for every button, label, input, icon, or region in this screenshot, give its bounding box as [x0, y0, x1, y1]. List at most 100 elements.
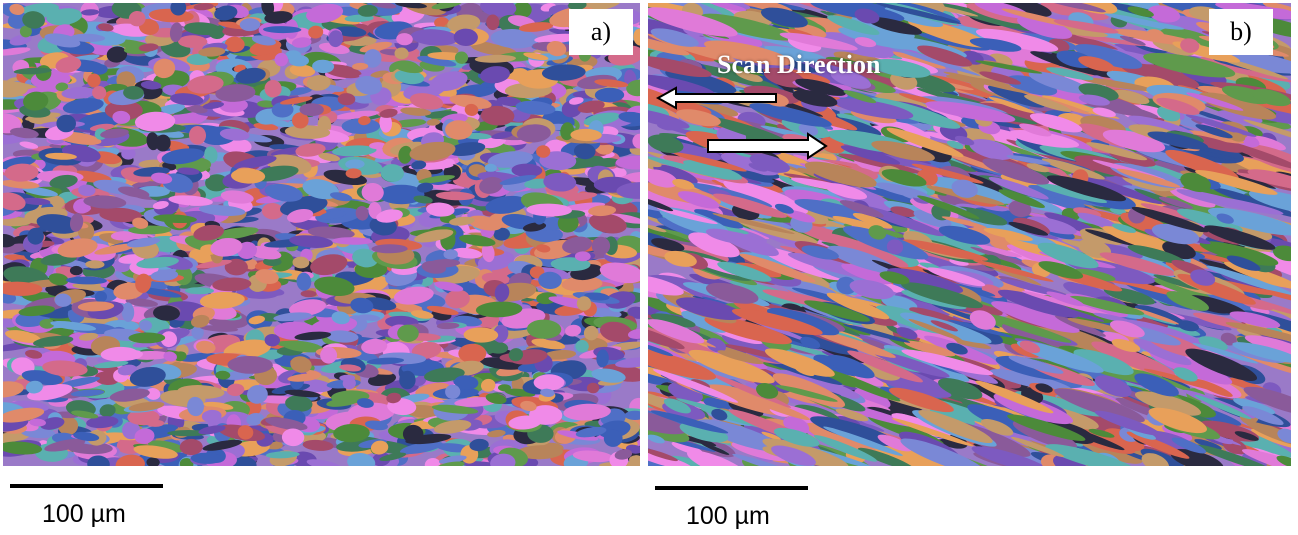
grain	[648, 448, 678, 462]
grain	[44, 438, 86, 452]
grain	[648, 434, 665, 444]
grain	[179, 438, 203, 456]
grain	[310, 254, 348, 276]
grain	[393, 61, 424, 74]
grain	[939, 3, 1032, 31]
grain	[73, 431, 100, 442]
grain	[261, 3, 275, 17]
grain	[136, 256, 179, 269]
grain	[480, 378, 496, 392]
grain	[448, 142, 486, 157]
grain	[205, 174, 229, 192]
grain	[1194, 252, 1234, 263]
grain	[969, 38, 1022, 52]
grain	[94, 290, 107, 303]
grain	[713, 60, 764, 76]
grain	[1147, 5, 1181, 23]
grain	[969, 310, 996, 330]
grain	[827, 354, 875, 379]
grain	[900, 438, 986, 466]
grain	[271, 102, 294, 118]
grain	[774, 203, 794, 214]
grain	[1047, 420, 1125, 451]
grain	[264, 11, 293, 24]
grain	[445, 384, 461, 400]
grain	[402, 424, 424, 444]
grain	[879, 271, 910, 285]
grain	[841, 263, 893, 285]
grain	[615, 155, 640, 170]
grain	[925, 101, 1016, 123]
grain	[81, 9, 100, 16]
grain	[1036, 182, 1108, 203]
grain	[1249, 135, 1286, 151]
grain	[215, 370, 231, 380]
grain	[1071, 173, 1162, 204]
grain	[33, 335, 74, 347]
grain	[588, 205, 617, 217]
grain	[891, 413, 942, 434]
grain	[350, 297, 374, 314]
grain	[989, 369, 1073, 393]
grain	[479, 176, 503, 194]
grain	[648, 156, 662, 168]
grain	[1277, 428, 1291, 444]
grain	[1243, 386, 1291, 417]
grain	[410, 29, 459, 46]
grain	[731, 168, 775, 183]
grain	[361, 182, 384, 202]
grain	[219, 98, 248, 113]
grain	[195, 259, 232, 269]
grain	[1086, 142, 1148, 161]
grain	[50, 320, 97, 331]
grain	[917, 195, 980, 219]
grain	[430, 71, 468, 92]
grain	[287, 373, 321, 382]
grain	[683, 160, 743, 180]
scan-direction-arrows	[655, 86, 828, 160]
grain	[204, 146, 218, 164]
grain	[979, 71, 1022, 85]
grain	[1074, 44, 1143, 69]
grain	[5, 330, 41, 343]
grain	[332, 145, 377, 157]
grain	[983, 227, 1033, 242]
grain	[140, 80, 162, 90]
grain	[1216, 213, 1234, 224]
grain	[170, 93, 204, 106]
grain	[409, 141, 456, 162]
grain	[85, 260, 105, 269]
grain	[1010, 343, 1040, 358]
grain	[25, 380, 43, 394]
grain	[591, 368, 626, 383]
grain	[87, 455, 110, 466]
grain	[253, 122, 279, 131]
grain	[21, 197, 51, 206]
grain	[138, 43, 159, 52]
grain	[332, 237, 373, 245]
grain	[949, 258, 969, 266]
grain	[687, 62, 780, 90]
grain	[436, 322, 460, 330]
grain	[459, 234, 496, 247]
grain	[583, 325, 599, 341]
grain	[77, 301, 115, 312]
grain	[648, 3, 702, 14]
grain	[536, 244, 551, 253]
grain	[543, 349, 577, 360]
grain	[1045, 444, 1138, 466]
grain	[284, 125, 331, 139]
grain	[333, 423, 370, 443]
grain	[1021, 290, 1114, 318]
grain	[650, 28, 699, 47]
grain	[1195, 124, 1233, 139]
grain	[106, 46, 128, 63]
grain	[887, 268, 964, 294]
grain	[56, 114, 76, 133]
grain	[764, 348, 835, 377]
grain	[248, 315, 265, 325]
panel-label-b: b)	[1209, 9, 1273, 55]
grain	[1063, 281, 1111, 302]
grain	[1194, 394, 1252, 420]
grain	[186, 104, 208, 114]
